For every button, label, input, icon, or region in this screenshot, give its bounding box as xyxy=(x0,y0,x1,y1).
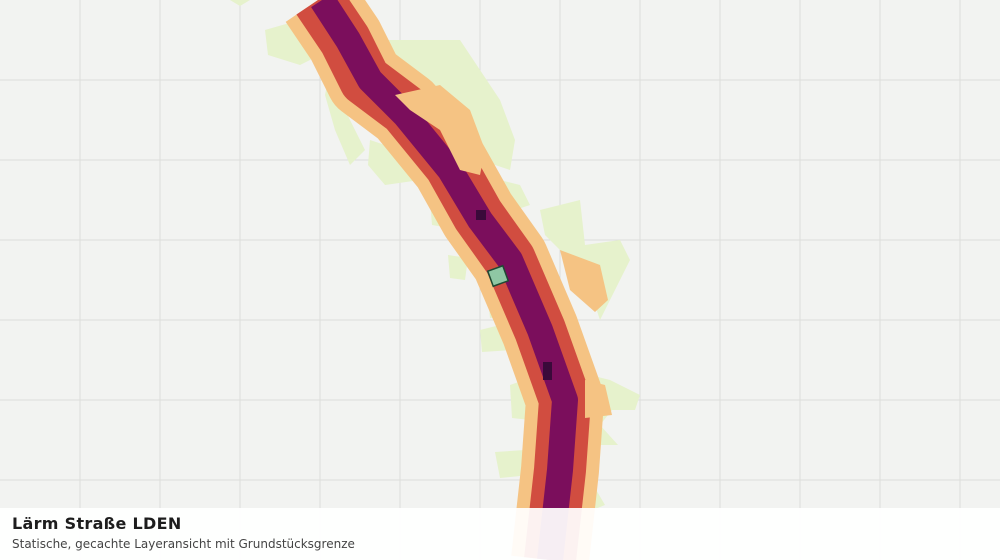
noise-zone-medium-patches xyxy=(395,85,612,418)
info-panel: Lärm Straße LDEN Statische, gecachte Lay… xyxy=(0,508,1000,560)
layer-title: Lärm Straße LDEN xyxy=(12,514,182,533)
layer-subtitle: Statische, gecachte Layeransicht mit Gru… xyxy=(12,537,355,551)
parcel-boundary xyxy=(486,264,510,288)
noise-zone-extreme xyxy=(476,210,552,380)
